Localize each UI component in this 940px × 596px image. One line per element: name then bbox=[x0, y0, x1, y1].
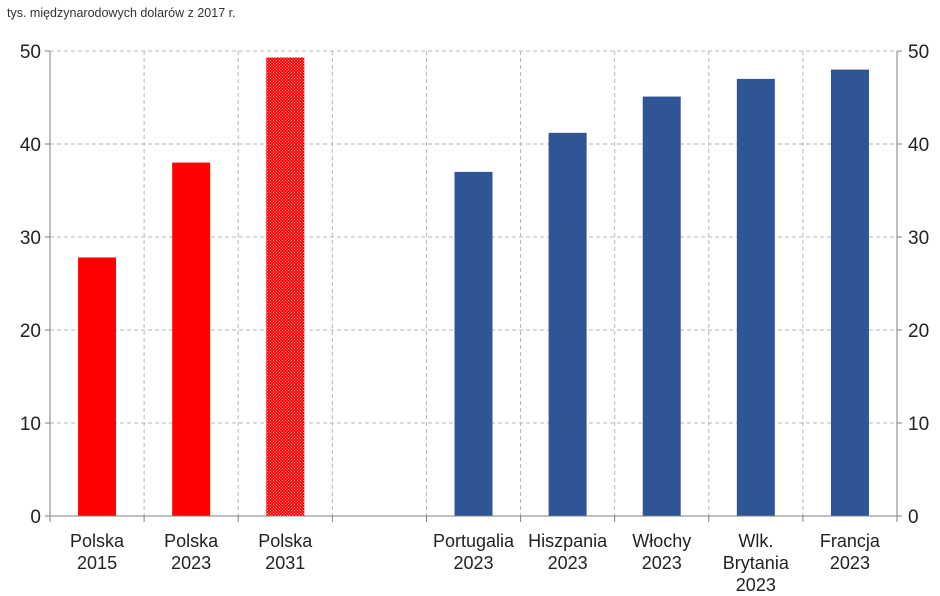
bar bbox=[548, 132, 587, 516]
y-tick-label-right: 50 bbox=[908, 42, 929, 63]
y-tick-label: 10 bbox=[20, 414, 41, 435]
y-tick-label-right: 10 bbox=[908, 414, 929, 435]
y-tick-label: 0 bbox=[30, 507, 41, 528]
x-tick-label: Francja bbox=[820, 531, 881, 551]
x-tick-label: Polska bbox=[164, 531, 219, 551]
y-tick-label: 40 bbox=[20, 135, 41, 156]
bar bbox=[172, 162, 211, 516]
x-tick-label: 2031 bbox=[265, 553, 305, 573]
unit-label: tys. międzynarodowych dolarów z 2017 r. bbox=[7, 6, 236, 20]
x-tick-label: Hiszpania bbox=[528, 531, 608, 551]
y-tick-label: 30 bbox=[20, 228, 41, 249]
x-tick-label: Polska bbox=[258, 531, 313, 551]
bar bbox=[78, 257, 117, 516]
bar bbox=[454, 171, 493, 516]
bar bbox=[830, 69, 869, 516]
bar bbox=[266, 57, 305, 516]
x-tick-label: 2023 bbox=[548, 553, 588, 573]
x-tick-label: Polska bbox=[70, 531, 125, 551]
y-tick-label-right: 30 bbox=[908, 228, 929, 249]
x-tick-label: Wlk. bbox=[738, 531, 773, 551]
y-tick-label: 50 bbox=[20, 42, 41, 63]
axes bbox=[45, 50, 902, 522]
y-tick-label-right: 20 bbox=[908, 321, 929, 342]
y-tick-label: 20 bbox=[20, 321, 41, 342]
x-tick-label: Włochy bbox=[632, 531, 691, 551]
x-tick-label: Brytania bbox=[723, 553, 790, 573]
bar bbox=[736, 78, 775, 517]
bar bbox=[642, 96, 681, 516]
x-tick-label: 2023 bbox=[453, 553, 493, 573]
x-tick-label: 2023 bbox=[830, 553, 870, 573]
x-tick-label: 2023 bbox=[736, 575, 776, 595]
bars bbox=[78, 57, 869, 517]
x-tick-label: 2015 bbox=[77, 553, 117, 573]
y-tick-label-right: 0 bbox=[908, 507, 919, 528]
x-tick-label: 2023 bbox=[642, 553, 682, 573]
x-tick-label: 2023 bbox=[171, 553, 211, 573]
x-tick-label: Portugalia bbox=[433, 531, 515, 551]
y-tick-label-right: 40 bbox=[908, 135, 929, 156]
